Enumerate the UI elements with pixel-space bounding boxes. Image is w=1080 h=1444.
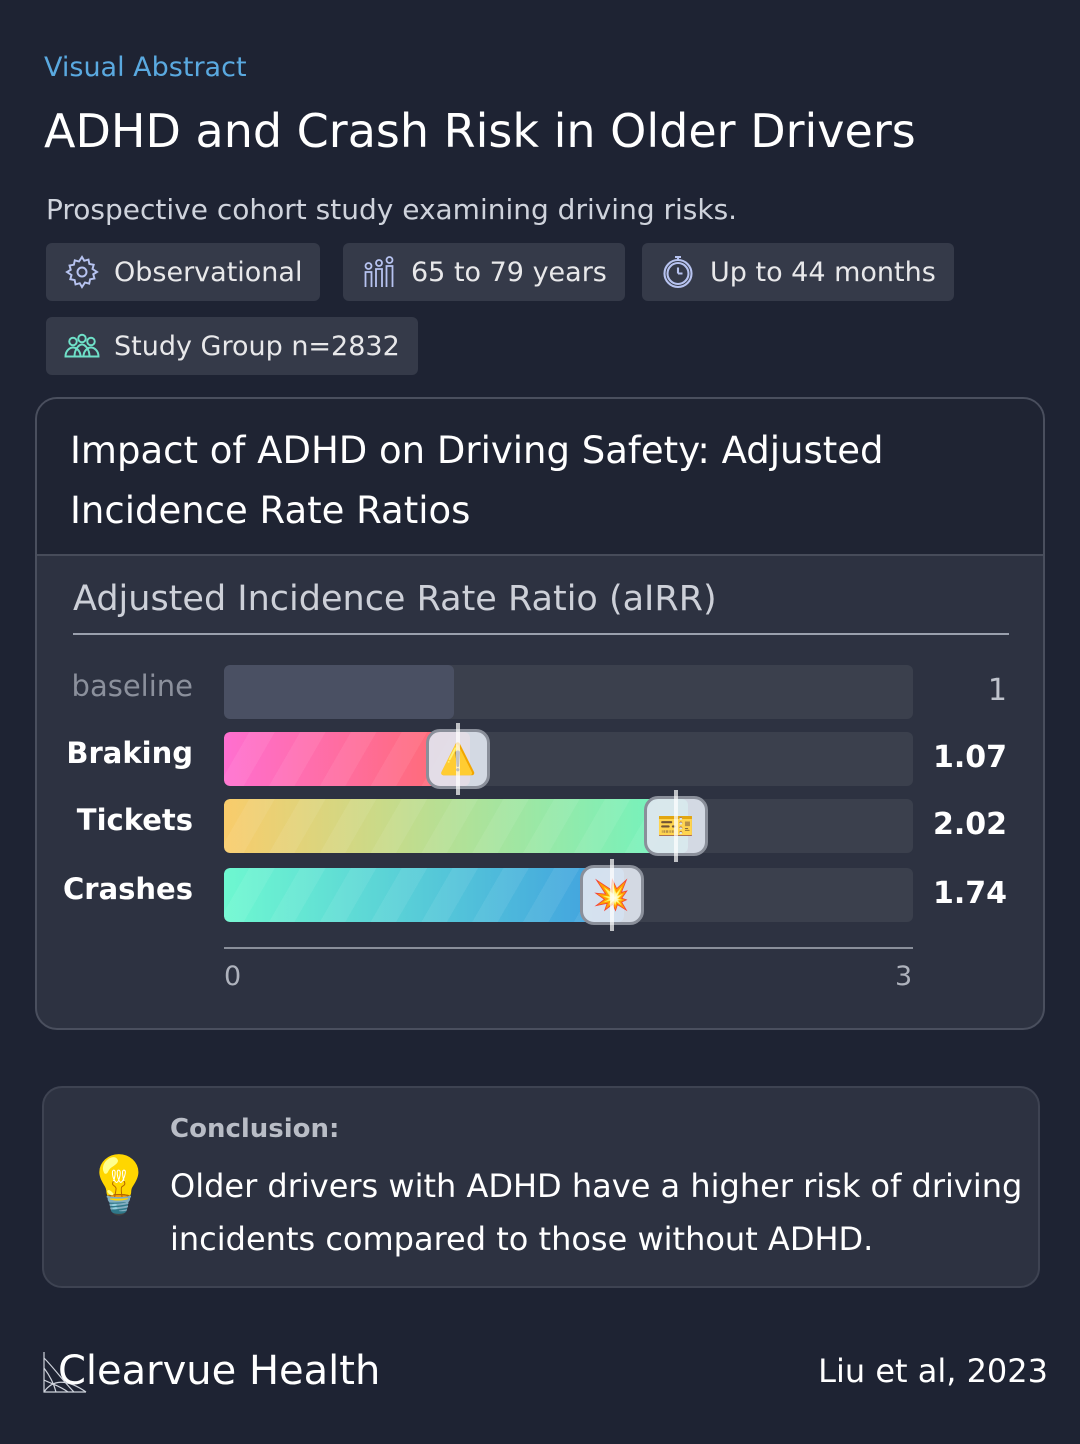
brand-name: Clearvue Health [58,1348,381,1394]
eyebrow: Visual Abstract [44,52,247,83]
marker-line [673,790,678,862]
bar-tickets [224,799,688,853]
stopwatch-icon [663,255,693,289]
bar-track [224,868,913,922]
pill-sample: Study Group n=2832 [46,317,418,375]
bar-crashes [224,868,624,922]
bar-label: Braking [66,736,193,770]
citation: Liu et al, 2023 [818,1352,1048,1390]
bar-track [224,732,913,786]
page-title: ADHD and Crash Risk in Older Drivers [44,104,916,158]
marker-line [455,723,460,795]
logo-mark-icon [43,1352,87,1393]
pill-label: Observational [114,256,303,288]
marker-line [609,859,614,931]
conclusion-box: 💡 Conclusion: Older drivers with ADHD ha… [42,1086,1040,1288]
people-icon [364,256,394,287]
chart-card: Impact of ADHD on Driving Safety: Adjust… [35,397,1045,1030]
pill-label: Study Group n=2832 [114,330,400,362]
gear-icon [65,255,99,289]
brand-logo: Clearvue Health [42,1348,380,1394]
x-tick: 3 [895,961,913,992]
title-underline [73,633,1009,635]
lightbulb-icon: 💡 [84,1153,154,1218]
bar-baseline [224,665,454,719]
data-label: 1.74 [932,876,1007,911]
pill-label: Up to 44 months [710,256,936,288]
data-label: 1.07 [932,740,1007,775]
bar-track [224,799,913,853]
conclusion-text: Older drivers with ADHD have a higher ri… [170,1167,1023,1258]
card-title: Impact of ADHD on Driving Safety: Adjust… [37,399,1043,556]
bar-track [224,665,913,719]
chart-title: Adjusted Incidence Rate Ratio (aIRR) [73,579,717,619]
pill-duration: Up to 44 months [642,243,954,301]
pill-design: Observational [46,243,321,301]
data-label: 2.02 [932,807,1007,842]
data-label: 1 [987,673,1007,708]
bar-label: Tickets [76,803,193,837]
subtitle: Prospective cohort study examining drivi… [46,193,738,226]
pill-label: 65 to 79 years [411,256,607,288]
x-axis [224,947,913,949]
x-tick: 0 [224,961,242,992]
bar-label: baseline [71,669,193,703]
conclusion-label: Conclusion: [170,1114,340,1144]
bar-label: Crashes [63,872,193,906]
pill-age: 65 to 79 years [343,243,625,301]
group-icon [64,333,100,358]
